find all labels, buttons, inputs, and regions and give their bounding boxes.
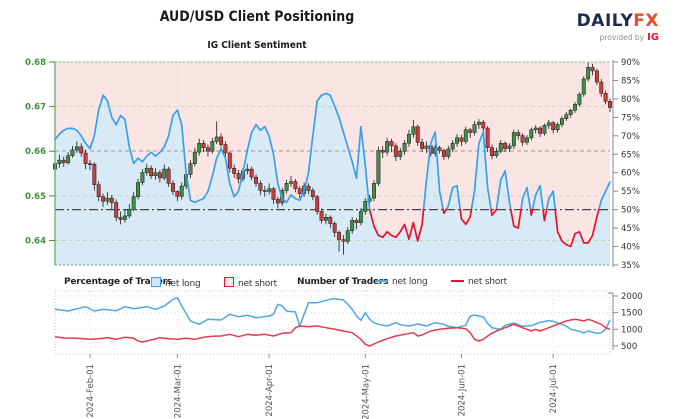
reference-lines: [55, 150, 610, 211]
svg-text:60%: 60%: [621, 169, 640, 179]
date-label: 2024-Jul-01: [549, 364, 559, 413]
svg-text:80%: 80%: [621, 95, 640, 105]
ig-logo: IG: [647, 32, 659, 43]
net-long-pct-line: [54, 92, 611, 211]
date-label: 2024-Jun-01: [457, 364, 467, 416]
svg-text:55%: 55%: [621, 187, 640, 197]
lower-panel: [54, 290, 611, 355]
svg-text:85%: 85%: [621, 76, 640, 86]
count-axis: 500 1000 1500 2000: [608, 292, 643, 352]
svg-text:0.68: 0.68: [25, 58, 46, 68]
dailyfx-wordmark: DAILYFX: [576, 11, 659, 31]
net-long-count-line: [54, 296, 611, 335]
net-long-swatch-icon: [151, 277, 161, 287]
sentiment-area-fills: [55, 62, 610, 266]
net-short-count-line: [54, 318, 611, 347]
svg-text:0.64: 0.64: [25, 236, 46, 246]
main-spines: [54, 60, 614, 267]
chart-subtitle: IG Client Sentiment: [207, 40, 307, 51]
svg-text:0.67: 0.67: [25, 103, 46, 113]
svg-text:1000: 1000: [621, 325, 643, 335]
candlesticks: [53, 62, 612, 255]
svg-text:45%: 45%: [621, 224, 640, 234]
svg-text:65%: 65%: [621, 150, 640, 160]
dailyfx-logo: DAILYFX provided by IG: [577, 13, 659, 43]
legend-pct-net-long: net long: [151, 277, 201, 289]
percent-axis: 35% 40% 45% 50% 55% 60% 65% 70% 75% 80% 85% 90%: [613, 58, 640, 271]
svg-text:500: 500: [621, 342, 637, 352]
provided-by-ig: provided by IG: [599, 32, 659, 43]
net-short-pct-line: [368, 208, 600, 248]
sentiment-line: [54, 92, 611, 248]
net-short-line-icon: [451, 280, 464, 282]
svg-text:1500: 1500: [621, 309, 643, 319]
page-title: AUD/USD Client Positioning: [159, 9, 355, 25]
svg-text:40%: 40%: [621, 243, 640, 253]
date-label: 2024-Mar-01: [173, 364, 183, 418]
svg-text:0.66: 0.66: [25, 147, 46, 157]
chart-legend: Percentage of Traders net long net short…: [0, 277, 675, 291]
legend-num-net-long: net long: [375, 277, 428, 287]
legend-num-net-short: net short: [451, 277, 507, 287]
svg-text:90%: 90%: [621, 58, 640, 68]
price-axis: 0.64 0.65 0.66 0.67 0.68: [25, 58, 55, 246]
legend-pct-header: Percentage of Traders: [64, 277, 173, 287]
svg-text:70%: 70%: [621, 132, 640, 142]
date-axis: 2024-Feb-01 2024-Mar-01 2024-Apr-01 2024-Ma…: [86, 354, 559, 419]
legend-pct-net-short: net short: [224, 277, 277, 289]
svg-text:0.65: 0.65: [25, 192, 46, 202]
legend-num-header: Number of Traders: [297, 277, 389, 287]
svg-text:2000: 2000: [621, 292, 643, 302]
svg-text:75%: 75%: [621, 113, 640, 123]
svg-text:35%: 35%: [621, 261, 640, 271]
date-label: 2024-Apr-01: [265, 364, 275, 417]
trader-count-lines: [54, 296, 611, 347]
svg-text:50%: 50%: [621, 206, 640, 216]
date-label: 2024-May-01: [361, 364, 371, 419]
date-label: 2024-Feb-01: [86, 364, 96, 418]
net-long-line-icon: [375, 280, 388, 282]
net-short-swatch-icon: [224, 277, 234, 287]
